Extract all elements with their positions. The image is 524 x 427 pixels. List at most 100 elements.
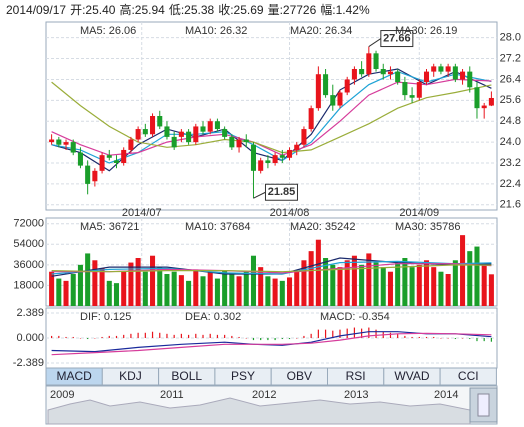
candle-body xyxy=(229,136,235,148)
handle-grip[interactable] xyxy=(477,393,490,417)
tab-label[interactable]: WVAD xyxy=(394,369,429,383)
volume-bar xyxy=(344,260,350,306)
candle-body xyxy=(366,53,372,75)
legend-entry: MA10: 37684 xyxy=(185,221,250,233)
y-tick-label: 54000 xyxy=(13,238,44,250)
macd-bar xyxy=(209,333,211,338)
header-field: 低:25.38 xyxy=(169,3,215,17)
candle-body xyxy=(258,160,264,171)
candle-body xyxy=(474,87,480,109)
candle-body xyxy=(351,69,357,80)
volume-bar xyxy=(258,267,264,306)
volume-bar xyxy=(200,276,206,306)
candle-body xyxy=(142,129,148,135)
macd-bar xyxy=(433,336,435,338)
header-field: 开:25.40 xyxy=(70,3,116,17)
volume-bar xyxy=(63,280,69,306)
volume-bar xyxy=(214,278,220,306)
volume-bar xyxy=(301,260,307,306)
volume-bar xyxy=(395,262,401,306)
volume-bar xyxy=(431,267,437,306)
macd-bar xyxy=(79,338,82,339)
y-tick-label: 24.8 xyxy=(500,115,521,127)
candle-body xyxy=(488,97,494,106)
y-tick-label: 72000 xyxy=(13,218,44,230)
legend-entry: MA20: 26.34 xyxy=(290,25,352,37)
y-tick-label: 36000 xyxy=(13,259,44,271)
macd-bar xyxy=(159,332,161,338)
macd-bar xyxy=(144,332,146,338)
macd-bar xyxy=(454,338,456,340)
candle-body xyxy=(135,129,141,140)
navigator-year: 2014 xyxy=(434,389,458,401)
macd-bar xyxy=(469,338,471,340)
volume-bar xyxy=(171,271,177,306)
macd-bar xyxy=(180,333,182,338)
candle-body xyxy=(315,74,321,109)
tab-label[interactable]: RSI xyxy=(346,369,366,383)
candle-body xyxy=(467,71,473,88)
candle-body xyxy=(373,53,379,69)
y-tick-label: 24.0 xyxy=(500,136,521,148)
macd-bar xyxy=(411,336,413,338)
candle-body xyxy=(250,144,256,171)
tab-label[interactable]: MACD xyxy=(56,369,92,383)
navigator-year: 2013 xyxy=(344,389,368,401)
candle-body xyxy=(243,139,249,143)
candle-body xyxy=(395,71,401,83)
volume-bar xyxy=(366,253,372,306)
candle-body xyxy=(330,95,336,106)
navigator-year: 2012 xyxy=(252,389,276,401)
candle-body xyxy=(77,152,83,166)
macd-bar xyxy=(375,329,377,338)
candle-body xyxy=(186,131,192,143)
volume-bar xyxy=(49,271,55,306)
candle-body xyxy=(193,126,199,143)
volume-bar xyxy=(207,271,213,306)
volume-bar xyxy=(423,260,430,306)
volume-bar xyxy=(92,260,98,306)
volume-bar xyxy=(416,264,422,306)
candle-body xyxy=(63,142,69,145)
tab-label[interactable]: CCI xyxy=(458,369,479,383)
indicator-tab[interactable] xyxy=(439,367,497,386)
candle-body xyxy=(423,71,430,83)
tab-label[interactable]: KDJ xyxy=(119,369,142,383)
annotation-leader xyxy=(368,38,382,47)
navigator-year: 2011 xyxy=(160,389,184,401)
volume-bar xyxy=(460,235,466,306)
header-field: 幅:1.42% xyxy=(320,2,370,17)
macd-bar xyxy=(296,338,298,339)
volume-bar xyxy=(402,258,408,306)
macd-bar xyxy=(317,329,319,338)
annotation-leader xyxy=(253,191,266,199)
macd-bar xyxy=(51,335,53,338)
candle-body xyxy=(409,95,415,98)
volume-bar xyxy=(387,271,393,306)
annotation-label: 21.85 xyxy=(268,186,296,198)
macd-bar xyxy=(195,333,197,338)
macd-bar xyxy=(353,327,356,338)
legend-entry: MA10: 26.32 xyxy=(185,25,247,37)
macd-bar xyxy=(101,336,103,338)
volume-bar xyxy=(121,271,127,306)
legend-entry: DEA: 0.302 xyxy=(185,311,241,323)
candle-body xyxy=(272,155,278,163)
tab-label[interactable]: BOLL xyxy=(171,369,202,383)
macd-bar xyxy=(58,335,60,338)
macd-bar xyxy=(72,336,74,338)
candle-body xyxy=(157,116,163,127)
tab-label[interactable]: OBV xyxy=(287,369,312,383)
legend-entry: MA30: 26.19 xyxy=(395,25,457,37)
macd-bar xyxy=(346,328,348,338)
y-tick-label: 28.0 xyxy=(500,32,521,44)
volume-bar xyxy=(351,255,357,306)
x-tick-label: 2014/07 xyxy=(122,207,162,219)
macd-bar xyxy=(288,338,291,340)
volume-bar xyxy=(467,251,473,306)
macd-bar xyxy=(202,334,204,338)
annotation-box xyxy=(380,30,414,48)
macd-bar xyxy=(94,338,96,339)
tab-label[interactable]: PSY xyxy=(231,369,255,383)
candle-body xyxy=(438,66,444,72)
